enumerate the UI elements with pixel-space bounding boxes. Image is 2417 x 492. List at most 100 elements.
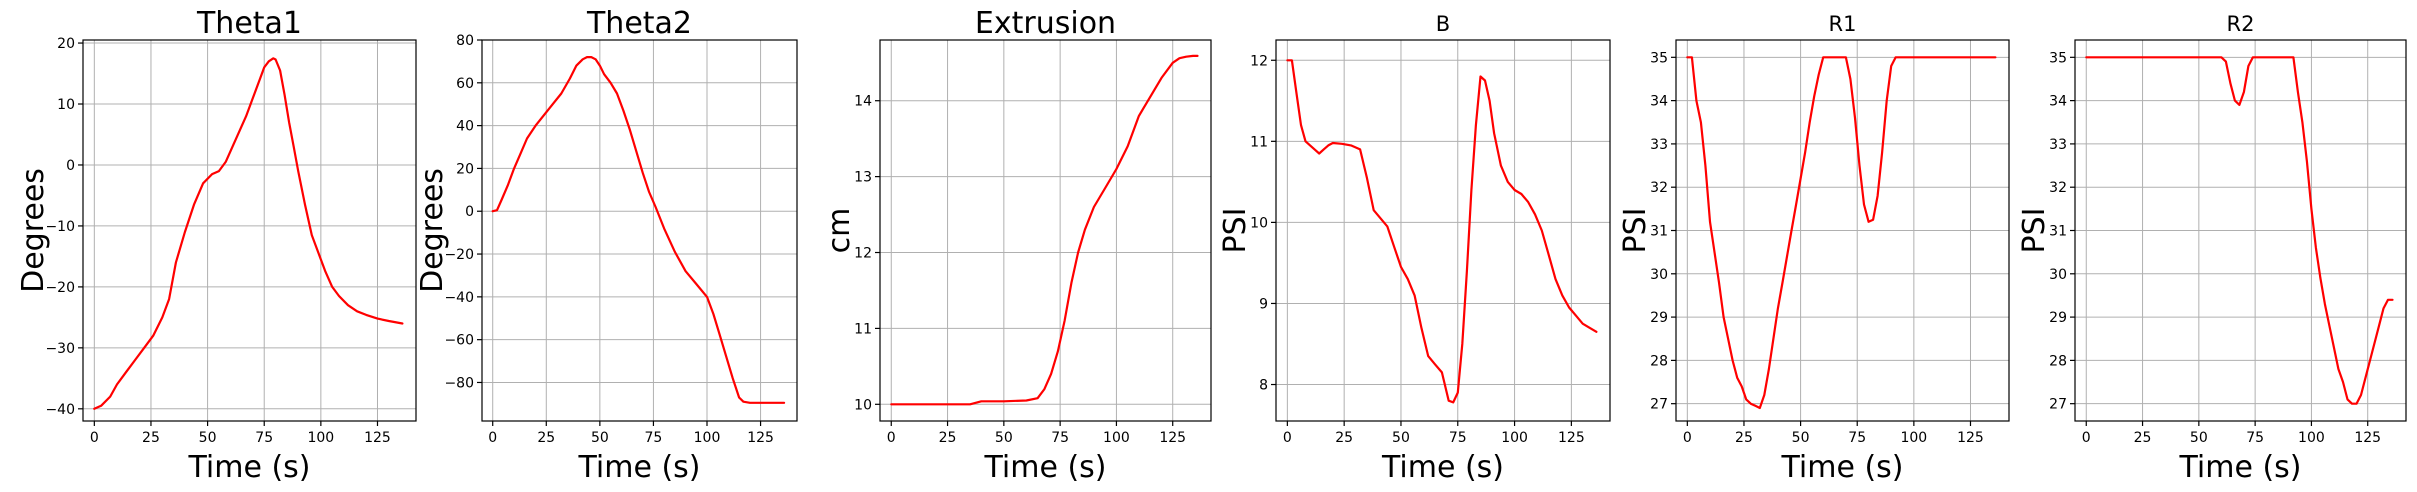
y-tick-label: 30 <box>1650 267 1668 283</box>
x-tick-label: 0 <box>488 430 497 446</box>
y-tick-label: 34 <box>2049 94 2067 110</box>
x-tick-label: 25 <box>939 430 957 446</box>
y-tick-label: 31 <box>1650 224 1668 240</box>
chart-title: Theta1 <box>196 6 302 41</box>
x-tick-label: 25 <box>142 430 160 446</box>
x-tick-label: 50 <box>591 430 609 446</box>
y-tick-label: −40 <box>444 290 474 306</box>
x-tick-label: 100 <box>307 430 334 446</box>
y-tick-label: −30 <box>45 341 75 357</box>
y-tick-label: −80 <box>444 375 474 391</box>
series-line <box>1686 56 1997 410</box>
x-axis-label: Time (s) <box>1781 450 1904 485</box>
y-tick-label: 0 <box>66 158 75 174</box>
y-tick-label: 32 <box>1650 180 1668 196</box>
x-tick-label: 100 <box>1900 430 1927 446</box>
plot-frame <box>481 39 798 422</box>
series-line <box>1286 59 1598 404</box>
y-tick-label: 29 <box>1650 310 1668 326</box>
y-tick-label: 33 <box>1650 137 1668 153</box>
x-axis-label: Time (s) <box>578 450 701 485</box>
y-tick-label: 27 <box>1650 397 1668 413</box>
x-tick-label: 0 <box>1683 430 1692 446</box>
x-tick-label: 50 <box>199 430 217 446</box>
y-tick-label: −20 <box>444 247 474 263</box>
chart-panel-5: 0 25 50 75 100 125 27 28 29 30 31 32 33 34 35 R1 Time (s… <box>1618 12 2010 485</box>
y-tick-label: 28 <box>2049 353 2067 369</box>
y-tick-label: 28 <box>1650 353 1668 369</box>
y-tick-label: −20 <box>45 280 75 296</box>
chart-panel-6: 0 25 50 75 100 125 27 28 29 30 31 32 33 34 35 R2 Time (s… <box>2017 12 2407 485</box>
y-axis-label: PSI <box>1218 208 1253 254</box>
y-tick-label: 30 <box>2049 267 2067 283</box>
x-tick-label: 125 <box>364 430 391 446</box>
x-tick-label: 50 <box>995 430 1013 446</box>
y-tick-label: 34 <box>1650 94 1668 110</box>
x-tick-label: 75 <box>255 430 273 446</box>
y-tick-label: −40 <box>45 402 75 418</box>
plot-frame <box>1275 39 1611 422</box>
x-tick-label: 75 <box>645 430 663 446</box>
x-tick-label: 0 <box>90 430 99 446</box>
x-tick-label: 75 <box>1848 430 1866 446</box>
y-tick-label: 27 <box>2049 397 2067 413</box>
chart-panel-4: 0 25 50 75 100 125 8 9 10 11 12 B Time (s) PSI <box>1218 12 1611 485</box>
y-tick-label: 35 <box>2049 50 2067 66</box>
series-line <box>93 57 404 410</box>
y-axis-label: PSI <box>1618 208 1653 254</box>
chart-title: R2 <box>2227 12 2255 36</box>
x-tick-label: 125 <box>1558 430 1585 446</box>
x-tick-label: 25 <box>537 430 555 446</box>
x-tick-label: 100 <box>694 430 721 446</box>
x-tick-label: 75 <box>2246 430 2264 446</box>
chart-panel-2: 0 25 50 75 100 125 −80 −60 −40 −20 0 20 40 60 80 Theta2… <box>415 6 798 485</box>
x-tick-label: 125 <box>1159 430 1186 446</box>
x-tick-label: 125 <box>747 430 774 446</box>
chart-title: Extrusion <box>975 6 1116 41</box>
y-tick-label: 20 <box>456 161 474 177</box>
plot-frame <box>879 39 1212 422</box>
series-line <box>491 55 786 404</box>
chart-title: Theta2 <box>586 6 692 41</box>
x-tick-label: 50 <box>1392 430 1410 446</box>
x-tick-label: 50 <box>2190 430 2208 446</box>
x-tick-label: 25 <box>1735 430 1753 446</box>
y-tick-label: −60 <box>444 333 474 349</box>
x-tick-label: 0 <box>2082 430 2091 446</box>
y-tick-label: 10 <box>1250 215 1268 231</box>
x-tick-label: 100 <box>2298 430 2325 446</box>
y-tick-label: 32 <box>2049 180 2067 196</box>
plot-frame <box>82 39 417 422</box>
y-tick-label: 10 <box>854 397 872 413</box>
y-tick-label: 11 <box>854 321 872 337</box>
x-tick-label: 25 <box>2134 430 2152 446</box>
y-axis-label: Degrees <box>415 168 450 293</box>
y-tick-label: 80 <box>456 33 474 49</box>
x-tick-label: 100 <box>1501 430 1528 446</box>
y-tick-label: 35 <box>1650 50 1668 66</box>
x-tick-label: 25 <box>1335 430 1353 446</box>
x-axis-label: Time (s) <box>188 450 311 485</box>
x-axis-label: Time (s) <box>1381 450 1504 485</box>
x-tick-label: 75 <box>1051 430 1069 446</box>
y-tick-label: 11 <box>1250 134 1268 150</box>
x-tick-label: 0 <box>1283 430 1292 446</box>
series-line <box>2085 56 2394 405</box>
y-tick-label: 29 <box>2049 310 2067 326</box>
y-tick-label: 20 <box>57 36 75 52</box>
x-tick-label: 0 <box>887 430 896 446</box>
y-tick-label: 12 <box>854 246 872 262</box>
x-axis-label: Time (s) <box>984 450 1107 485</box>
y-tick-label: 12 <box>1250 53 1268 69</box>
x-tick-label: 100 <box>1103 430 1130 446</box>
series-line <box>890 54 1199 406</box>
y-tick-label: 0 <box>465 204 474 220</box>
y-tick-label: 10 <box>57 97 75 113</box>
y-tick-label: 60 <box>456 76 474 92</box>
y-axis-label: PSI <box>2017 208 2052 254</box>
y-tick-label: 33 <box>2049 137 2067 153</box>
y-tick-label: 13 <box>854 170 872 186</box>
chart-title: R1 <box>1829 12 1857 36</box>
chart-panel-3: 0 25 50 75 100 125 10 11 12 13 14 Extrusion Time (s)… <box>822 6 1212 485</box>
